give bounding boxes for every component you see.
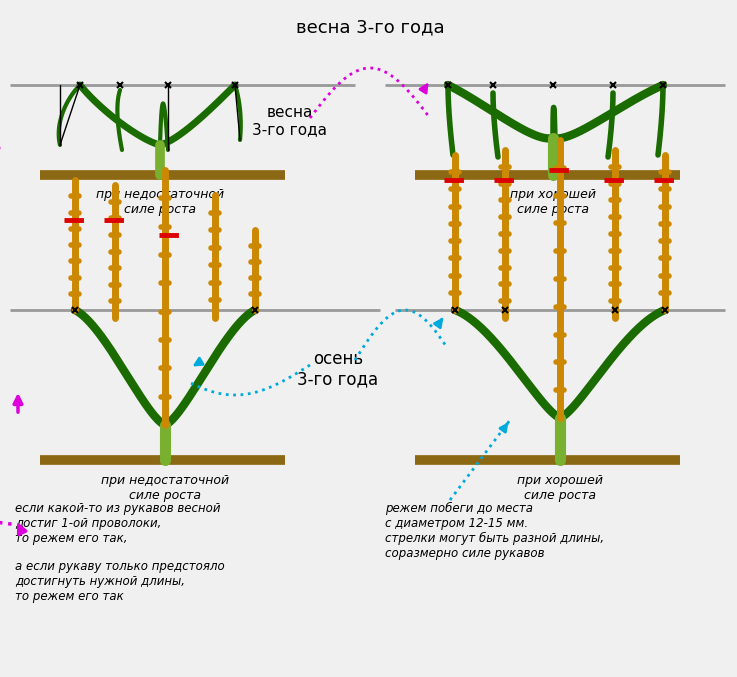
Text: при недостаточной
силе роста: при недостаточной силе роста <box>96 188 224 216</box>
Text: осень
3-го года: осень 3-го года <box>298 350 379 389</box>
Text: при хорошей
силе роста: при хорошей силе роста <box>510 188 596 216</box>
Text: а если рукаву только предстояло
достигнуть нужной длины,
то режем его так: а если рукаву только предстояло достигну… <box>15 560 225 603</box>
Text: режем побеги до места
с диаметром 12-15 мм.
стрелки могут быть разной длины,
сор: режем побеги до места с диаметром 12-15 … <box>385 502 604 560</box>
Text: если какой-то из рукавов весной
достиг 1-ой проволоки,
то режем его так,: если какой-то из рукавов весной достиг 1… <box>15 502 220 545</box>
Text: при недостаточной
силе роста: при недостаточной силе роста <box>101 474 229 502</box>
Text: при хорошей
силе роста: при хорошей силе роста <box>517 474 603 502</box>
Text: весна 3-го года: весна 3-го года <box>296 18 444 36</box>
Text: весна
3-го года: весна 3-го года <box>253 105 327 137</box>
